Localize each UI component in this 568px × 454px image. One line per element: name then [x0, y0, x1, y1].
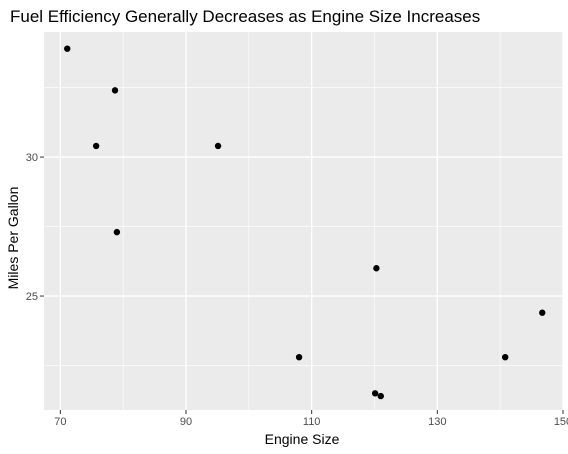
x-tick-label: 150: [554, 416, 568, 428]
minor-gridlines: [44, 32, 563, 410]
data-point: [111, 87, 119, 94]
chart-title: Fuel Efficiency Generally Decreases as E…: [10, 7, 480, 26]
data-points: [64, 45, 546, 400]
x-axis-title: Engine Size: [265, 431, 340, 447]
data-point: [92, 142, 100, 150]
data-point: [295, 353, 303, 361]
axis-ticks: [40, 156, 564, 414]
y-axis-title: Miles Per Gallon: [5, 187, 21, 290]
x-tick-label: 70: [54, 416, 66, 428]
data-point: [64, 45, 71, 52]
y-tick-label: 25: [26, 291, 38, 303]
data-point: [113, 228, 121, 236]
y-axis-tick-labels: 25 30: [26, 152, 38, 303]
y-tick-label: 30: [26, 152, 38, 164]
plot-panel: [44, 32, 563, 410]
data-point: [373, 265, 380, 272]
data-point: [214, 142, 222, 150]
data-point: [539, 309, 546, 316]
major-gridlines: [44, 32, 564, 410]
data-point: [371, 390, 379, 397]
x-axis-tick-labels: 70 90 110 130 150: [54, 416, 568, 428]
data-point: [501, 353, 509, 361]
x-tick-label: 130: [428, 416, 446, 428]
data-point: [377, 392, 384, 400]
x-tick-label: 110: [303, 416, 321, 428]
x-tick-label: 90: [180, 416, 192, 428]
